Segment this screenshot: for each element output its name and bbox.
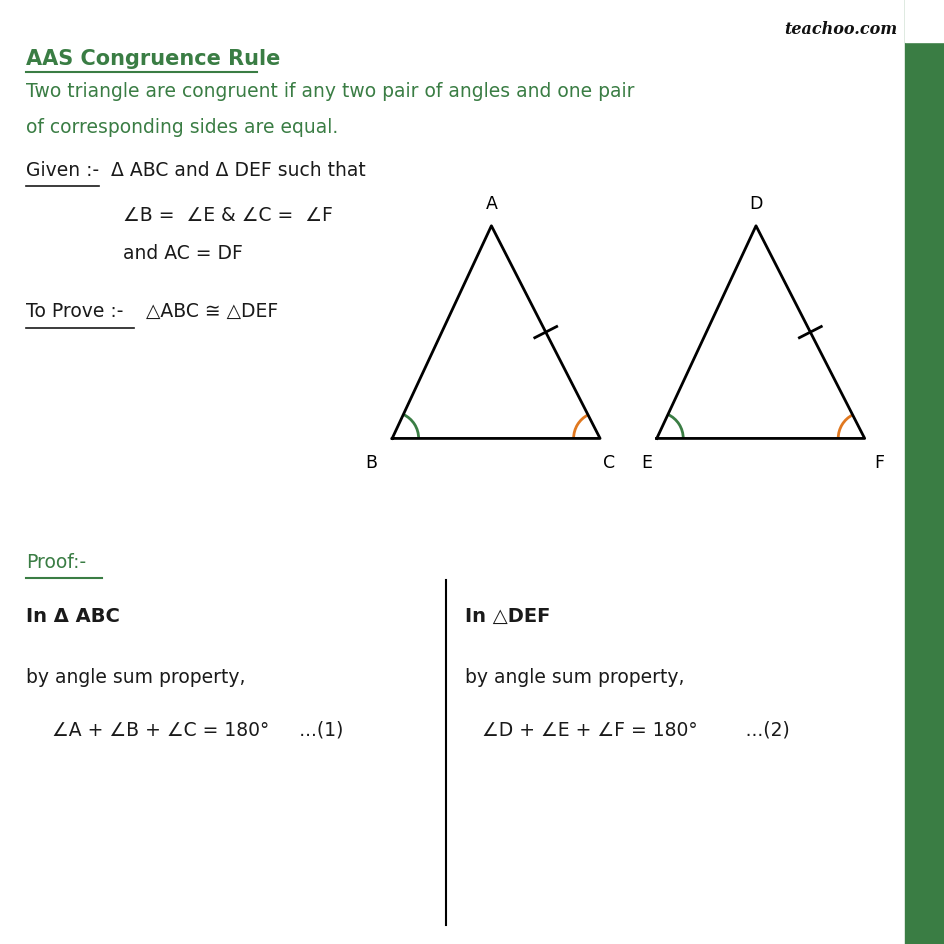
Text: Proof:-: Proof:- xyxy=(26,552,87,571)
Text: E: E xyxy=(640,453,651,471)
Text: Two triangle are congruent if any two pair of angles and one pair: Two triangle are congruent if any two pa… xyxy=(26,82,634,101)
Text: ∠D + ∠E + ∠F = 180°        ...(2): ∠D + ∠E + ∠F = 180° ...(2) xyxy=(481,719,789,738)
Text: B: B xyxy=(364,453,377,471)
Text: Δ ABC and Δ DEF such that: Δ ABC and Δ DEF such that xyxy=(99,160,365,179)
Text: by angle sum property,: by angle sum property, xyxy=(26,667,245,686)
Text: Given :-: Given :- xyxy=(26,160,99,179)
Text: In △DEF: In △DEF xyxy=(464,606,549,625)
Text: of corresponding sides are equal.: of corresponding sides are equal. xyxy=(26,118,338,137)
Text: teachoo.com: teachoo.com xyxy=(784,21,897,38)
Bar xyxy=(904,0,944,42)
Text: In Δ ABC: In Δ ABC xyxy=(26,606,120,625)
Text: A: A xyxy=(485,194,497,212)
Text: by angle sum property,: by angle sum property, xyxy=(464,667,683,686)
Text: D: D xyxy=(749,194,762,212)
Bar xyxy=(904,0,944,944)
Text: C: C xyxy=(602,453,615,471)
Text: To Prove :-: To Prove :- xyxy=(26,302,124,321)
Text: ∠B =  ∠E & ∠C =  ∠F: ∠B = ∠E & ∠C = ∠F xyxy=(123,206,332,225)
Text: F: F xyxy=(873,453,884,471)
Text: ∠A + ∠B + ∠C = 180°     ...(1): ∠A + ∠B + ∠C = 180° ...(1) xyxy=(52,719,343,738)
Text: AAS Congruence Rule: AAS Congruence Rule xyxy=(26,49,280,69)
Text: and AC = DF: and AC = DF xyxy=(123,244,243,262)
Text: △ABC ≅ △DEF: △ABC ≅ △DEF xyxy=(134,302,278,321)
